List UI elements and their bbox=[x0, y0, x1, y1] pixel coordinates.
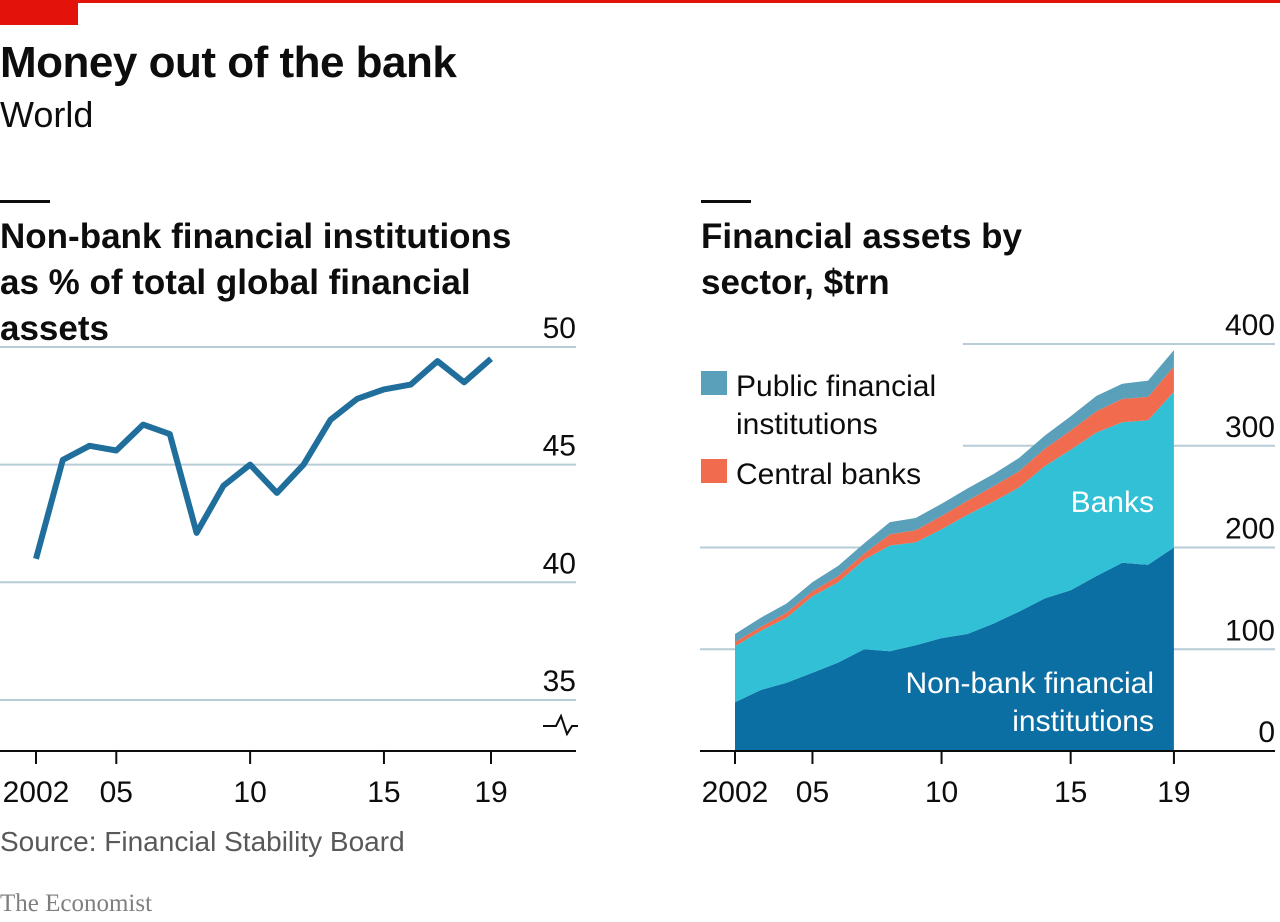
brand-logo: The Economist bbox=[0, 890, 153, 917]
right-chart-title: Financial assets by sector, $trn bbox=[701, 217, 1022, 302]
brand-tab bbox=[0, 0, 78, 25]
legend-swatch-public bbox=[701, 371, 727, 395]
top-rule bbox=[0, 0, 1280, 3]
axis-break-mark bbox=[543, 713, 578, 737]
left-y-tick-label: 45 bbox=[543, 430, 576, 463]
area-banks bbox=[735, 391, 1174, 703]
area-label-nonbank-line1: Non-bank financial bbox=[906, 667, 1154, 700]
page-subtitle: World bbox=[0, 94, 94, 135]
legend-label-public-line2: institutions bbox=[736, 408, 878, 441]
right-y-tick-label: 0 bbox=[1258, 716, 1275, 749]
area-label-banks: Banks bbox=[1071, 486, 1154, 519]
left-x-tick-label: 10 bbox=[233, 776, 266, 809]
right-x-tick-label: 2002 bbox=[702, 776, 769, 809]
area-central-banks bbox=[735, 366, 1174, 647]
right-x-tick-label: 15 bbox=[1054, 776, 1087, 809]
left-chart-dash bbox=[0, 200, 50, 203]
legend-swatch-central-banks bbox=[701, 459, 727, 483]
left-chart-title: Non-bank financial institutions as % of … bbox=[0, 217, 512, 348]
left-x-tick-label: 15 bbox=[367, 776, 400, 809]
right-x-tick-label: 10 bbox=[925, 776, 958, 809]
left-x-tick-label: 05 bbox=[100, 776, 133, 809]
area-nonbank bbox=[735, 547, 1174, 751]
left-series-line bbox=[33, 356, 493, 560]
right-x-tick-label: 19 bbox=[1157, 776, 1190, 809]
left-x-tick-label: 19 bbox=[474, 776, 507, 809]
left-x-tick-label: 2002 bbox=[3, 776, 70, 809]
legend-label-central-banks: Central banks bbox=[736, 458, 921, 491]
left-y-tick-label: 40 bbox=[543, 547, 576, 580]
right-chart-dash bbox=[701, 200, 751, 203]
area-public-institutions bbox=[735, 350, 1174, 643]
right-y-tick-label: 200 bbox=[1225, 513, 1275, 546]
page-title: Money out of the bank bbox=[0, 38, 457, 87]
right-y-tick-label: 100 bbox=[1225, 614, 1275, 647]
left-y-tick-label: 50 bbox=[543, 312, 576, 345]
left-y-tick-label: 35 bbox=[543, 665, 576, 698]
right-y-tick-label: 400 bbox=[1225, 309, 1275, 342]
source-note: Source: Financial Stability Board bbox=[0, 826, 405, 857]
legend-label-public-line1: Public financial bbox=[736, 370, 936, 403]
area-label-nonbank-line2: institutions bbox=[1012, 705, 1154, 738]
right-y-tick-label: 300 bbox=[1225, 411, 1275, 444]
right-x-tick-label: 05 bbox=[796, 776, 829, 809]
